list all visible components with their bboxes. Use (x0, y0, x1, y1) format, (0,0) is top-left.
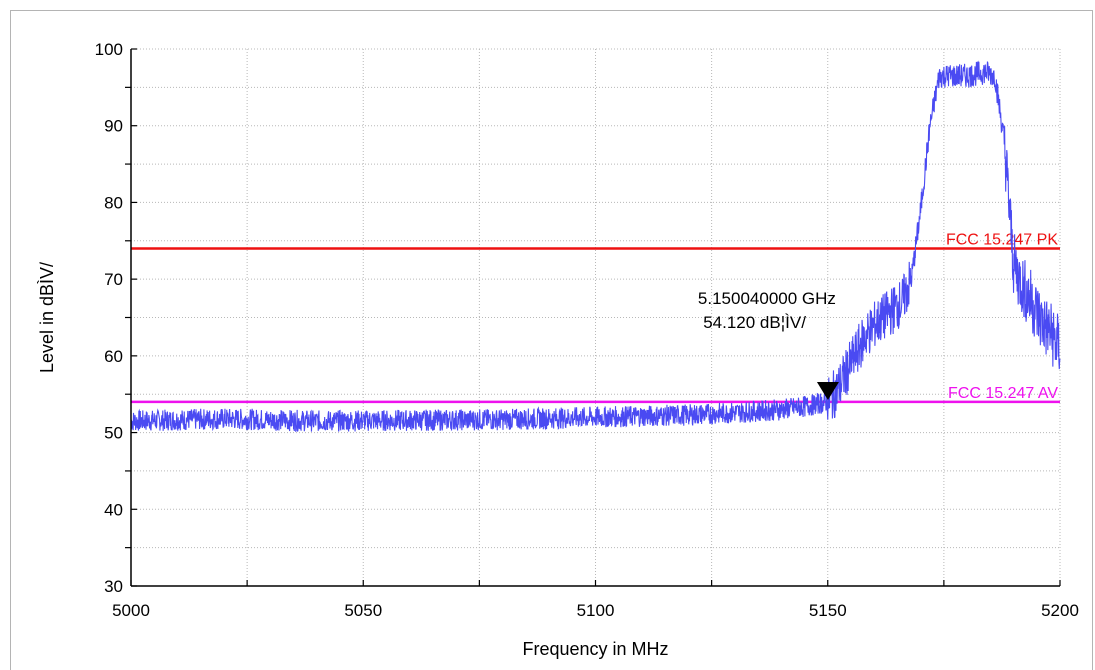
y-tick-label: 60 (104, 347, 123, 366)
y-tick-label: 70 (104, 270, 123, 289)
x-tick-label: 5100 (577, 601, 615, 620)
grid (131, 48, 1061, 586)
x-tick-label: 5150 (809, 601, 847, 620)
x-axis-title: Frequency in MHz (522, 639, 668, 659)
tick-labels: 30 40 50 60 70 80 90 100 5000 5050 5100 5150 5200 (95, 40, 1079, 620)
y-tick-label: 80 (104, 193, 123, 212)
y-tick-label: 40 (104, 500, 123, 519)
marker-triangle (816, 381, 839, 400)
trace-line (130, 60, 1061, 433)
x-tick-label: 5050 (344, 601, 382, 620)
y-axis-title: Level in dBÌV/ (37, 262, 57, 373)
trace-series (130, 60, 1061, 433)
limit-label-0: FCC 15.247 PK (946, 231, 1058, 248)
limit-label-1: FCC 15.247 AV (948, 385, 1058, 402)
x-tick-label: 5000 (112, 601, 150, 620)
y-tick-label: 90 (104, 117, 123, 136)
marker-level-label: 54.120 dB¦ÌV/ (703, 313, 806, 332)
chart-panel: FCC 15.247 PK FCC 15.247 AV 30 40 50 60 70 80 9… (10, 10, 1093, 670)
marker: 5.150040000 GHz 54.120 dB¦ÌV/ (698, 289, 839, 400)
y-tick-label: 30 (104, 577, 123, 596)
y-tick-label: 100 (95, 40, 123, 59)
spectrum-chart: FCC 15.247 PK FCC 15.247 AV 30 40 50 60 70 80 9… (37, 40, 1079, 659)
marker-frequency-label: 5.150040000 GHz (698, 289, 836, 308)
y-tick-label: 50 (104, 424, 123, 443)
limit-lines: FCC 15.247 PK FCC 15.247 AV (131, 231, 1060, 404)
x-tick-label: 5200 (1041, 601, 1079, 620)
